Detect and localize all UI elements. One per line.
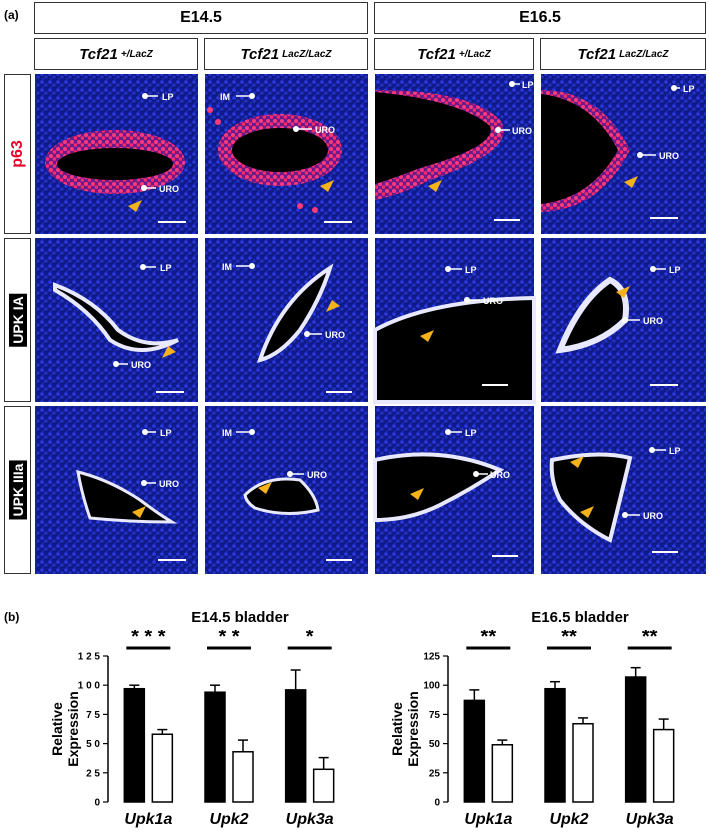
micro-upk3a-e16-ko: LP URO (541, 406, 706, 574)
y-tick-label: 2 5 (86, 768, 100, 779)
micro-upk1a-e16-het: LP URO (373, 238, 536, 404)
microscopy-grid: LP URO IM URO LP URO (35, 74, 706, 574)
micro-upk1a-e16-ko: LP URO (541, 238, 706, 402)
bar-chart-e16: 0 25 50 75 100 125 RelativeExpression ** Upk1a **… (389, 630, 675, 828)
micro-upk3a-e14-ko: IM URO (205, 406, 368, 574)
bar (491, 744, 514, 803)
lp-label: LP (160, 263, 172, 273)
uro-label: URO (325, 330, 345, 340)
category-label: Upk2 (549, 811, 588, 828)
micro-p63-e14-ko: IM URO (205, 74, 368, 234)
genotype-header: Tcf21 +/LacZ (34, 38, 198, 70)
y-tick-label: 1 0 0 (78, 681, 101, 692)
y-axis-label: RelativeExpression (49, 691, 81, 766)
micro-upk1a-e14-ko: IM URO (205, 238, 368, 402)
bar (572, 722, 594, 803)
bar (544, 687, 566, 803)
micro-p63-e16-ko: LP URO (541, 74, 706, 234)
stage-header-e16: E16.5 (374, 2, 706, 34)
bar (204, 691, 226, 803)
lp-label: LP (160, 428, 172, 438)
genotype-header: Tcf21 LacZ/LacZ (540, 38, 706, 70)
category-label: Upk1a (464, 811, 512, 828)
uro-label: URO (643, 511, 663, 521)
micro-upk3a-e14-het: LP URO (35, 406, 198, 574)
bar (652, 728, 675, 803)
lp-label: LP (669, 446, 681, 456)
row-label-upk3a: UPK IIIa (4, 406, 31, 574)
bar (284, 689, 307, 803)
y-tick-label: 1 2 5 (78, 652, 101, 663)
genotype-header: Tcf21 LacZ/LacZ (204, 38, 368, 70)
chart-title-e16: E16.5 bladder (531, 609, 629, 626)
micro-p63-e16-het: LP URO (375, 74, 534, 234)
bar (123, 687, 146, 803)
category-label: Upk1a (124, 811, 172, 828)
im-label: IM (220, 92, 230, 102)
panel-b-label: (b) (4, 610, 20, 624)
category-label: Upk3a (286, 811, 334, 828)
bar (232, 751, 254, 803)
lp-label: LP (162, 92, 174, 102)
y-tick-label: 25 (429, 768, 441, 779)
y-tick-label: 0 (94, 798, 100, 809)
uro-label: URO (159, 479, 179, 489)
uro-label: URO (643, 316, 663, 326)
lp-label: LP (683, 84, 695, 94)
y-axis-label: RelativeExpression (389, 691, 421, 766)
micro-upk1a-e14-het: LP URO (35, 238, 198, 402)
uro-label: URO (307, 470, 327, 480)
genotype-header: Tcf21 +/LacZ (374, 38, 534, 70)
y-tick-label: 7 5 (86, 710, 100, 721)
lp-label: LP (522, 80, 534, 90)
uro-label: URO (490, 470, 510, 480)
im-label: IM (222, 428, 232, 438)
micro-upk3a-e16-het: LP URO (373, 406, 534, 574)
significance-stars: ** (561, 630, 577, 648)
significance-stars: * (306, 630, 314, 648)
im-label: IM (222, 262, 232, 272)
uro-label: URO (659, 151, 679, 161)
chart-title-e14: E14.5 bladder (191, 609, 289, 626)
category-label: Upk2 (209, 811, 248, 828)
bar-chart-e14: 0 2 5 5 0 7 5 1 0 0 1 2 5 RelativeExpression * … (49, 630, 335, 828)
y-tick-label: 0 (434, 798, 440, 809)
row-label-upk1a: UPK IA (4, 238, 31, 402)
bar (312, 768, 335, 803)
panel-a-label: (a) (4, 8, 19, 22)
y-tick-label: 100 (423, 681, 440, 692)
lp-label: LP (465, 265, 477, 275)
stage-header-e14: E14.5 (34, 2, 368, 34)
significance-stars: ** (642, 630, 658, 648)
lp-label: LP (465, 428, 477, 438)
y-tick-label: 125 (423, 652, 440, 663)
y-tick-label: 75 (429, 710, 441, 721)
uro-label: URO (159, 184, 179, 194)
bar (151, 733, 174, 803)
uro-label: URO (131, 360, 151, 370)
uro-label: URO (512, 126, 532, 136)
micro-p63-e14-het: LP URO (35, 74, 198, 234)
row-label-p63: p63 (4, 74, 31, 234)
significance-stars: ** (481, 630, 497, 648)
significance-stars: * * (218, 630, 239, 648)
uro-label: URO (483, 296, 503, 306)
y-tick-label: 50 (429, 739, 441, 750)
bar (624, 676, 647, 803)
bar (463, 699, 486, 803)
uro-label: URO (315, 125, 335, 135)
y-tick-label: 5 0 (86, 739, 100, 750)
lp-label: LP (669, 265, 681, 275)
significance-stars: * * * (131, 630, 166, 648)
category-label: Upk3a (626, 811, 674, 828)
